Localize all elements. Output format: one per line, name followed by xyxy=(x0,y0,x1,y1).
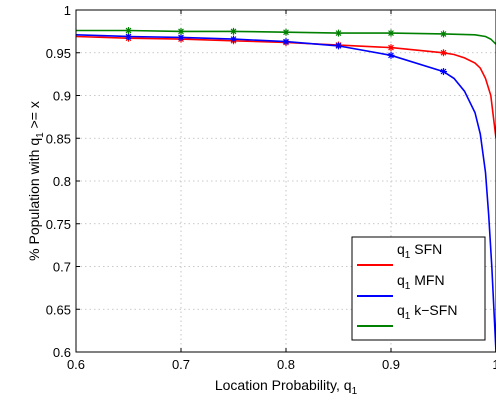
y-axis-label: % Population with q1 >= x xyxy=(26,101,46,261)
series-marker xyxy=(125,27,132,35)
y-tick-label: 0.9 xyxy=(53,89,71,104)
series-line xyxy=(75,35,496,139)
legend-entry-ksfn: q1 k−SFN xyxy=(357,302,457,327)
legend-label-mfn-tail: MFN xyxy=(410,272,444,288)
y-axis-label-main: % Population with q xyxy=(26,138,42,261)
x-axis-label: Location Probability, q1 xyxy=(215,377,358,397)
x-axis-label-sub: 1 xyxy=(352,386,358,397)
y-tick-label: 0.85 xyxy=(46,131,71,146)
legend-entry-mfn: q1 MFN xyxy=(357,272,445,297)
axis-ticks: 0.6 0.7 0.8 0.9 1 0.6 0.65 0.7 0.75 0.8 0.85 0.9 0.9… xyxy=(46,3,496,372)
series-marker xyxy=(282,28,290,36)
x-tick-label: 0.8 xyxy=(277,357,295,372)
legend-label-sfn-sub: 1 xyxy=(405,250,411,261)
series-marker xyxy=(387,44,395,52)
series-marker xyxy=(440,49,447,57)
svg-text:q1 k−SFN: q1 k−SFN xyxy=(397,302,457,322)
series-marker xyxy=(440,30,447,38)
series-marker xyxy=(335,29,342,37)
series-marker xyxy=(387,29,395,37)
series-marker xyxy=(230,35,237,43)
y-tick-label: 0.7 xyxy=(53,260,71,275)
y-tick-label: 0.8 xyxy=(53,174,71,189)
y-axis-label-sub: 1 xyxy=(35,132,46,138)
series-marker xyxy=(440,68,447,76)
x-tick-label: 1 xyxy=(492,357,496,372)
series-line xyxy=(75,34,496,353)
y-axis-label-tail: >= x xyxy=(26,101,42,132)
legend-label-mfn-main: q xyxy=(397,272,405,288)
x-tick-label: 0.9 xyxy=(382,357,400,372)
series-marker xyxy=(177,27,185,35)
series-1 xyxy=(75,33,496,353)
series-marker xyxy=(335,42,342,50)
series-marker xyxy=(282,38,290,46)
legend-label-ksfn-sub: 1 xyxy=(405,311,411,322)
legend-box xyxy=(351,236,486,341)
y-tick-label: 0.65 xyxy=(46,302,71,317)
x-axis-label-main: Location Probability, q xyxy=(215,377,352,393)
legend-label-mfn-sub: 1 xyxy=(405,281,411,292)
legend-entry-sfn: q1 SFN xyxy=(357,241,442,266)
y-tick-label: 1 xyxy=(64,3,71,18)
legend-label-ksfn-main: q xyxy=(397,302,405,318)
series-marker xyxy=(177,33,185,41)
svg-text:q1 MFN: q1 MFN xyxy=(397,272,445,292)
svg-text:q1 SFN: q1 SFN xyxy=(397,241,442,261)
plot-series xyxy=(75,27,496,353)
y-tick-label: 0.95 xyxy=(46,46,71,61)
x-tick-label: 0.6 xyxy=(67,357,85,372)
series-marker xyxy=(125,33,132,41)
legend-label-ksfn-tail: k−SFN xyxy=(410,302,457,318)
legend: q1 SFN q1 MFN q1 k−SFN xyxy=(351,236,486,341)
series-marker xyxy=(230,27,237,35)
series-2 xyxy=(76,27,496,45)
y-tick-label: 0.75 xyxy=(46,217,71,232)
series-line xyxy=(76,29,496,45)
x-tick-label: 0.7 xyxy=(172,357,190,372)
legend-label-sfn-main: q xyxy=(397,241,405,257)
y-tick-label: 0.6 xyxy=(53,345,71,360)
series-marker xyxy=(387,51,395,59)
legend-label-sfn-tail: SFN xyxy=(410,241,442,257)
